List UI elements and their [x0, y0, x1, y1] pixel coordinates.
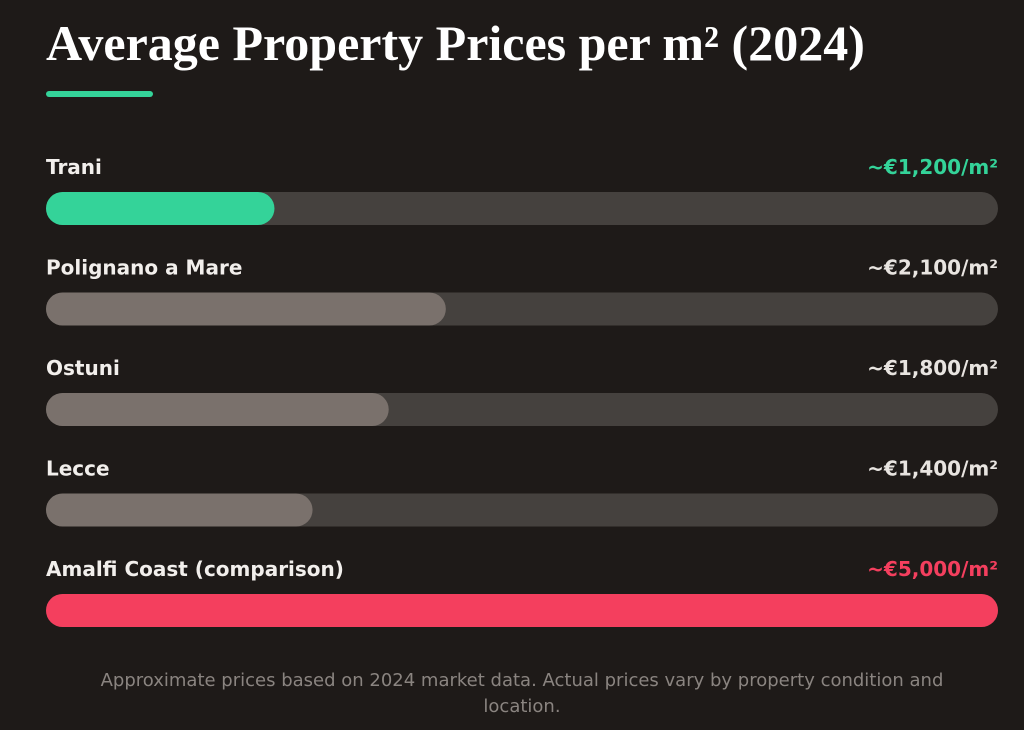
- category-label: Amalfi Coast (comparison): [46, 557, 344, 581]
- value-label: ~€2,100/m²: [867, 256, 998, 280]
- category-label: Polignano a Mare: [46, 256, 242, 280]
- bar: [46, 493, 313, 527]
- value-label: ~€1,400/m²: [867, 457, 998, 481]
- title-accent: [46, 91, 153, 97]
- value-label: ~€5,000/m²: [867, 557, 998, 581]
- bar: [46, 594, 998, 627]
- value-label: ~€1,800/m²: [867, 356, 998, 380]
- chart-title: Average Property Prices per m² (2024): [46, 15, 865, 71]
- bar-track: [46, 192, 998, 225]
- category-label: Ostuni: [46, 356, 120, 380]
- category-label: Trani: [46, 155, 102, 179]
- bar: [46, 393, 389, 426]
- bar: [46, 292, 446, 326]
- footnote: Approximate prices based on 2024 market …: [100, 670, 944, 717]
- bar: [46, 192, 275, 225]
- value-label: ~€1,200/m²: [867, 155, 998, 179]
- category-label: Lecce: [46, 457, 110, 481]
- chart: Average Property Prices per m² (2024) Tr…: [46, 15, 998, 627]
